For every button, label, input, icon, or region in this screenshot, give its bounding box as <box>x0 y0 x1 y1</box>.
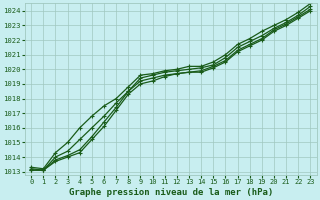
X-axis label: Graphe pression niveau de la mer (hPa): Graphe pression niveau de la mer (hPa) <box>69 188 273 197</box>
